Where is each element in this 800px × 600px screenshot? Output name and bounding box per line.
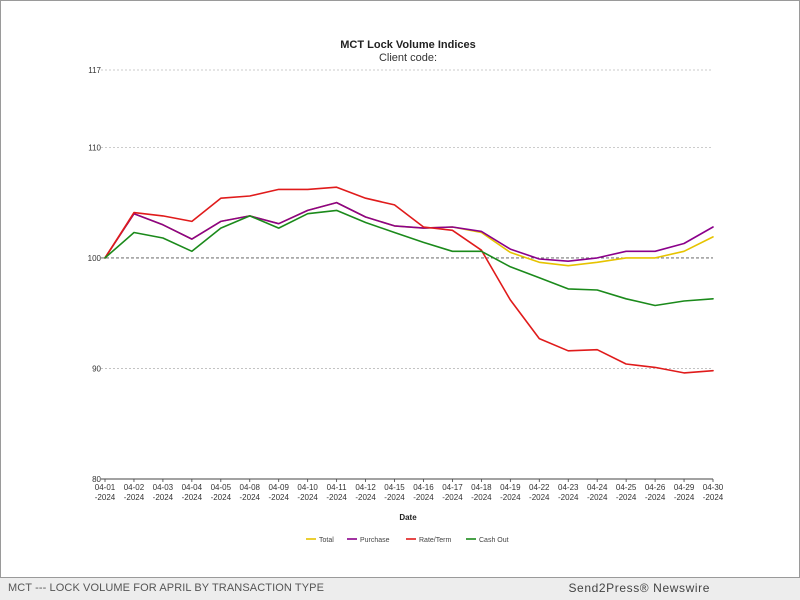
legend-label: Cash Out bbox=[479, 537, 509, 544]
x-tick-label-year: -2024 bbox=[95, 493, 116, 502]
x-tick-label-year: -2024 bbox=[211, 493, 232, 502]
x-tick-labels: 04-01-202404-02-202404-03-202404-04-2024… bbox=[95, 479, 724, 502]
x-tick-label: 04-12 bbox=[355, 483, 376, 492]
x-tick-label-year: -2024 bbox=[268, 493, 289, 502]
x-tick-label-year: -2024 bbox=[153, 493, 174, 502]
x-tick-label: 04-26 bbox=[645, 483, 666, 492]
x-tick-label-year: -2024 bbox=[182, 493, 203, 502]
x-tick-label-year: -2024 bbox=[384, 493, 405, 502]
legend: Total Purchase Rate/Term Cash Out bbox=[306, 537, 509, 544]
legend-label: Rate/Term bbox=[419, 537, 451, 544]
x-tick-label: 04-19 bbox=[500, 483, 521, 492]
x-tick-label-year: -2024 bbox=[442, 493, 463, 502]
x-tick-label: 04-08 bbox=[240, 483, 261, 492]
x-tick-label-year: -2024 bbox=[587, 493, 608, 502]
x-tick-label-year: -2024 bbox=[645, 493, 666, 502]
legend-label: Total bbox=[319, 537, 334, 544]
x-tick-label: 04-29 bbox=[674, 483, 695, 492]
x-tick-label-year: -2024 bbox=[297, 493, 318, 502]
chart-subtitle: Client code: bbox=[379, 52, 437, 64]
x-tick-label: 04-04 bbox=[182, 483, 203, 492]
x-tick-label: 04-02 bbox=[124, 483, 145, 492]
x-tick-label-year: -2024 bbox=[529, 493, 550, 502]
x-tick-label: 04-24 bbox=[587, 483, 608, 492]
x-tick-label: 04-05 bbox=[211, 483, 232, 492]
x-tick-label: 04-15 bbox=[384, 483, 405, 492]
x-tick-label: 04-18 bbox=[471, 483, 492, 492]
series-lines bbox=[104, 186, 714, 374]
footer-caption: MCT --- LOCK VOLUME FOR APRIL BY TRANSAC… bbox=[8, 582, 325, 594]
y-tick-label: 80 bbox=[92, 475, 101, 484]
x-tick-label-year: -2024 bbox=[355, 493, 376, 502]
x-tick-label-year: -2024 bbox=[471, 493, 492, 502]
x-tick-label-year: -2024 bbox=[674, 493, 695, 502]
footer-bar: MCT --- LOCK VOLUME FOR APRIL BY TRANSAC… bbox=[0, 578, 800, 600]
y-tick-label: 110 bbox=[88, 143, 101, 152]
y-tick-label: 117 bbox=[88, 66, 101, 75]
x-tick-label: 04-22 bbox=[529, 483, 550, 492]
brand-watermark: Send2Press® Newswire bbox=[568, 581, 710, 595]
x-tick-label-year: -2024 bbox=[703, 493, 724, 502]
x-tick-label: 04-09 bbox=[268, 483, 289, 492]
chart-title: MCT Lock Volume Indices bbox=[340, 39, 476, 51]
y-tick-label: 90 bbox=[92, 364, 101, 373]
line-chart: MCT Lock Volume Indices Client code: 80 9… bbox=[88, 39, 724, 544]
y-tick-label: 100 bbox=[88, 254, 102, 263]
x-tick-label-year: -2024 bbox=[124, 493, 145, 502]
x-tick-label-year: -2024 bbox=[240, 493, 261, 502]
x-tick-label: 04-23 bbox=[558, 483, 579, 492]
series-line-total bbox=[104, 201, 714, 267]
x-tick-label: 04-01 bbox=[95, 483, 116, 492]
x-tick-label: 04-16 bbox=[413, 483, 434, 492]
x-tick-label-year: -2024 bbox=[500, 493, 521, 502]
x-tick-label: 04-17 bbox=[442, 483, 463, 492]
y-tick-labels: 80 90 100 110 117 bbox=[88, 66, 102, 484]
gridlines bbox=[101, 69, 713, 480]
x-tick-label: 04-30 bbox=[703, 483, 724, 492]
chart-frame: MCT Lock Volume Indices Client code: 80 9… bbox=[0, 0, 800, 578]
x-axis-label: Date bbox=[399, 513, 417, 522]
x-tick-label: 04-10 bbox=[297, 483, 318, 492]
x-tick-label: 04-25 bbox=[616, 483, 637, 492]
x-tick-label-year: -2024 bbox=[616, 493, 637, 502]
series-line-purchase bbox=[104, 201, 714, 263]
x-tick-label: 04-11 bbox=[327, 483, 347, 492]
series-line-rate-term bbox=[104, 186, 714, 374]
x-tick-label: 04-03 bbox=[153, 483, 174, 492]
series-line-cash-out bbox=[104, 209, 714, 307]
legend-label: Purchase bbox=[360, 537, 390, 544]
x-tick-label-year: -2024 bbox=[413, 493, 434, 502]
x-tick-label-year: -2024 bbox=[326, 493, 347, 502]
x-tick-label-year: -2024 bbox=[558, 493, 579, 502]
